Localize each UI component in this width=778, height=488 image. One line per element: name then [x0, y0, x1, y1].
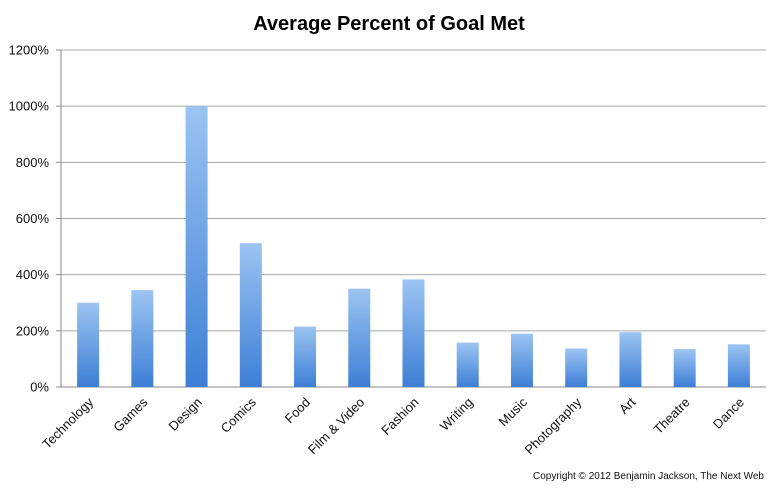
bar — [673, 349, 696, 387]
bar — [131, 290, 154, 387]
copyright-credit: Copyright © 2012 Benjamin Jackson, The N… — [533, 471, 764, 482]
x-tick-label: Dance — [710, 395, 747, 432]
bar — [185, 106, 208, 388]
x-tick-label: Film & Video — [305, 395, 368, 458]
bar — [510, 333, 533, 387]
bar — [77, 302, 100, 387]
x-tick-label: Games — [110, 394, 151, 435]
x-tick-label: Theatre — [650, 395, 692, 437]
x-tick-label: Writing — [437, 395, 476, 434]
x-tick-label: Technology — [39, 394, 96, 451]
x-tick-label: Fashion — [378, 395, 421, 438]
x-tick-label: Comics — [218, 394, 260, 436]
x-tick-label: Music — [495, 394, 530, 429]
y-tick-label: 200% — [16, 323, 50, 338]
y-tick-label: 600% — [16, 211, 50, 226]
bar — [402, 279, 425, 387]
x-tick-label: Design — [165, 395, 204, 434]
gridlines — [56, 49, 766, 388]
bars — [77, 106, 750, 388]
bar — [727, 344, 750, 387]
bar — [456, 342, 479, 387]
chart-title: Average Percent of Goal Met — [253, 13, 525, 35]
y-axis-ticks: 0% 200% 400% 600% 800% 1000% 1200% — [9, 43, 50, 395]
x-tick-label: Photography — [522, 394, 585, 457]
y-tick-label: 800% — [16, 155, 50, 170]
y-tick-label: 1200% — [9, 43, 50, 58]
bar — [294, 326, 317, 387]
x-tick-label: Art — [616, 394, 639, 417]
y-tick-label: 400% — [16, 267, 50, 282]
x-tick-label: Food — [282, 395, 314, 427]
bar — [565, 348, 588, 387]
bar — [619, 332, 642, 387]
bar — [239, 243, 262, 387]
y-tick-label: 0% — [30, 380, 49, 395]
y-tick-label: 1000% — [9, 99, 50, 114]
bar — [348, 288, 371, 387]
